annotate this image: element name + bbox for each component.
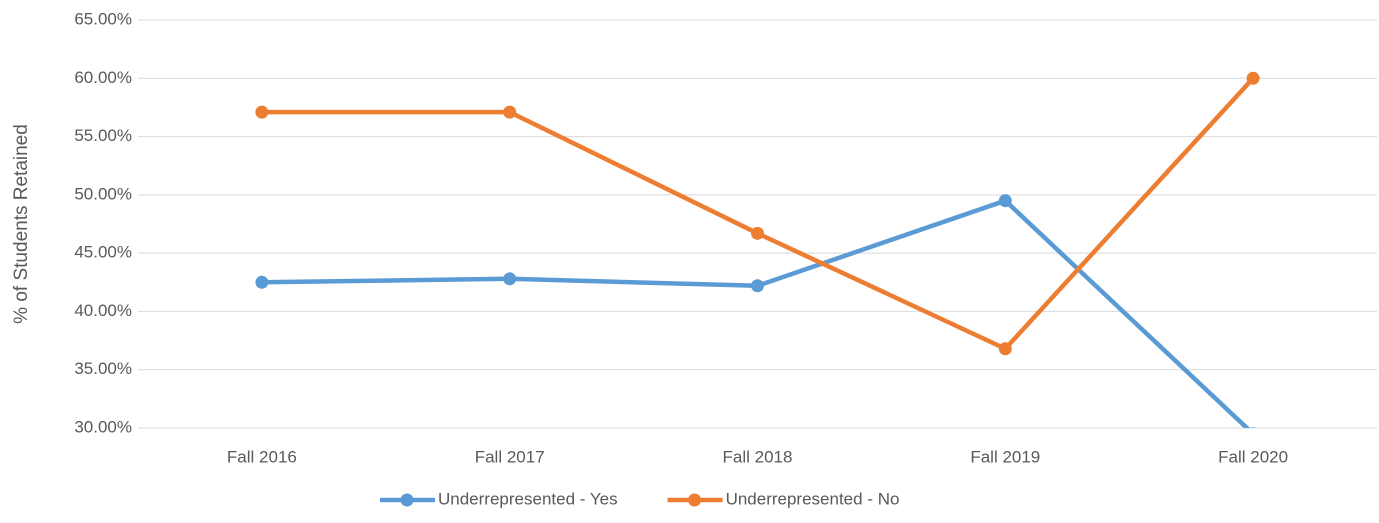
y-tick-label: 35.00% — [74, 359, 132, 378]
y-tick-label: 45.00% — [74, 243, 132, 262]
point — [998, 194, 1012, 208]
point — [751, 279, 764, 293]
x-tick-label: Fall 2017 — [475, 447, 545, 466]
legend-marker — [688, 493, 702, 507]
y-tick-label: 50.00% — [74, 184, 132, 203]
point — [1246, 71, 1260, 85]
y-tick-label: 65.00% — [74, 9, 132, 28]
y-tick-label: 30.00% — [74, 417, 132, 436]
plot-area — [255, 71, 1260, 428]
y-tick-label: 40.00% — [74, 301, 132, 320]
point — [998, 342, 1012, 356]
point — [503, 105, 517, 119]
point — [255, 105, 269, 119]
y-axis-label: % of Students Retained — [11, 124, 32, 324]
series-line — [261, 76, 1255, 351]
point — [503, 272, 517, 286]
y-tick-label: 55.00% — [74, 126, 132, 145]
point — [751, 226, 764, 240]
y-tick-label: 60.00% — [74, 68, 132, 87]
x-tick-label: Fall 2018 — [723, 447, 793, 466]
x-tick-label: Fall 2019 — [970, 447, 1040, 466]
x-tick-label: Fall 2020 — [1218, 447, 1288, 466]
point — [255, 275, 269, 289]
legend-label: Underrepresented - No — [726, 489, 900, 508]
legend-label: Underrepresented - Yes — [438, 489, 618, 508]
legend-marker — [400, 493, 414, 507]
x-tick-label: Fall 2016 — [227, 447, 297, 466]
point — [1250, 427, 1256, 428]
